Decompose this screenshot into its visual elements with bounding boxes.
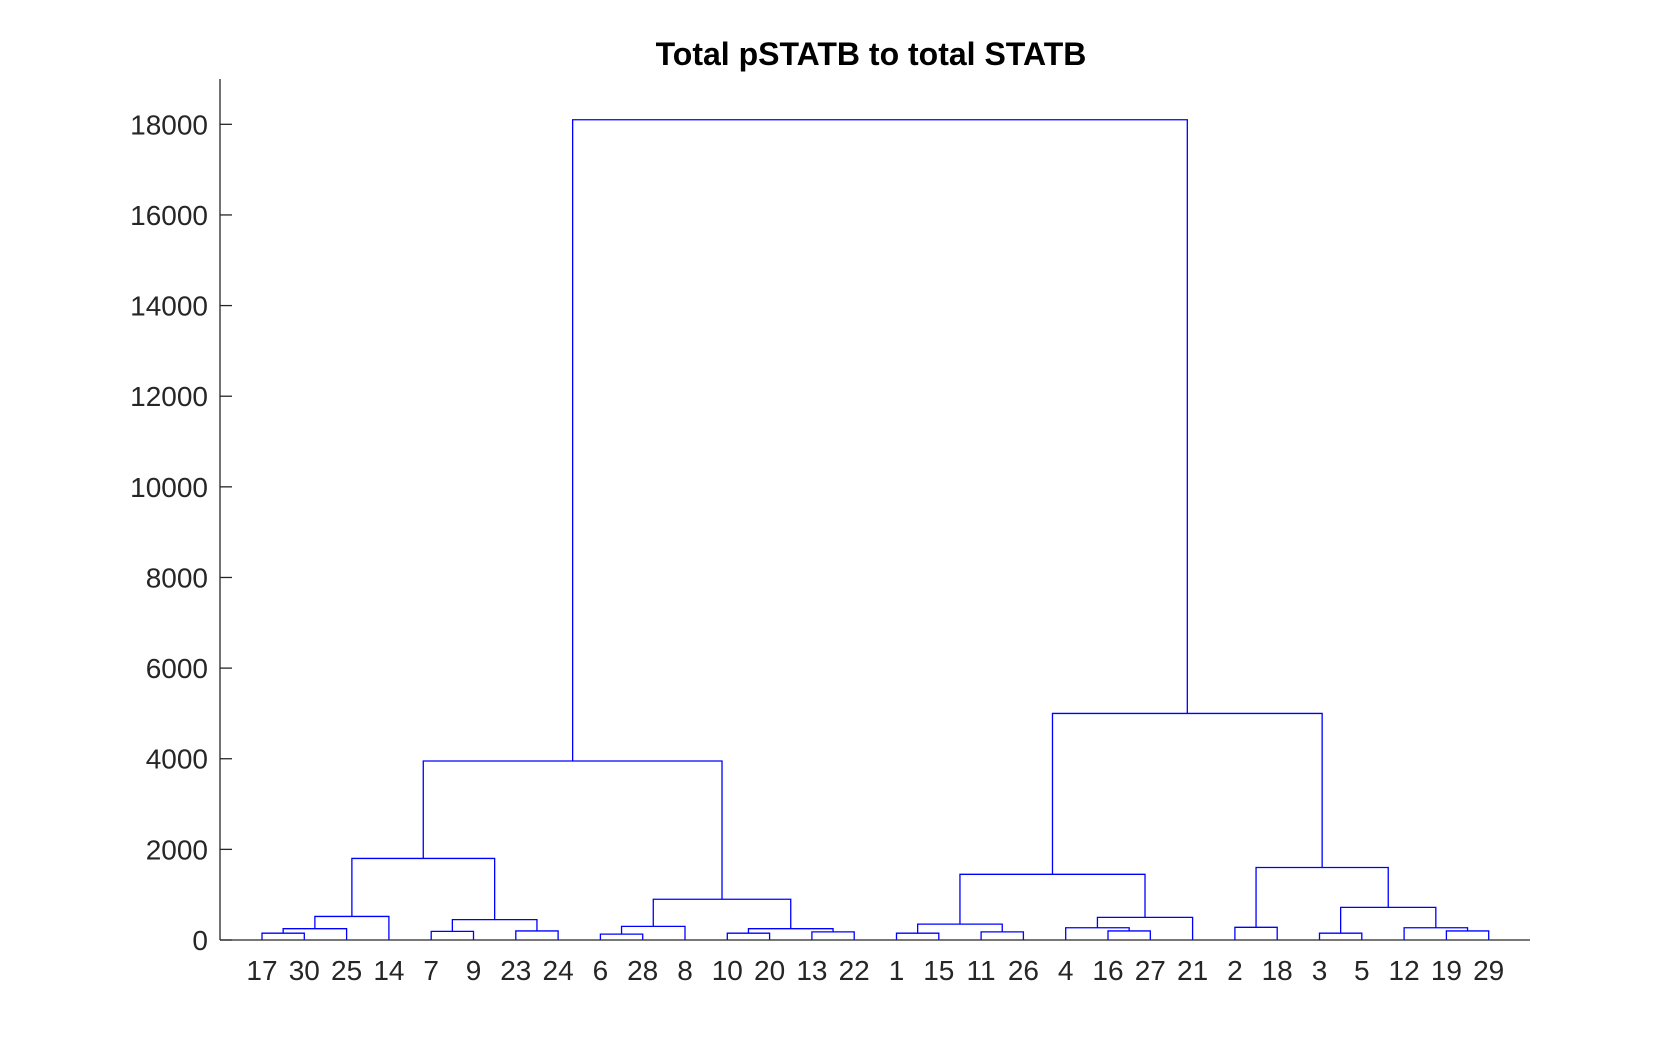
dendrogram-link [1403,927,1469,940]
leaf-label: 17 [246,955,277,986]
y-tick-label: 8000 [146,562,208,593]
leaf-label: 24 [543,955,574,986]
dendrogram-link [282,928,348,940]
leaf-label: 19 [1431,955,1462,986]
leaf-label: 14 [373,955,404,986]
dendrogram-link [811,931,855,940]
leaf-label: 30 [289,955,320,986]
y-tick-label: 0 [192,925,208,956]
leaf-label: 12 [1389,955,1420,986]
leaf-label: 4 [1058,955,1074,986]
leaf-label: 9 [466,955,482,986]
leaf-label: 11 [967,955,996,986]
leaf-label: 10 [712,955,743,986]
y-tick-label: 4000 [146,744,208,775]
dendrogram-link [451,918,538,932]
leaf-label: 16 [1092,955,1123,986]
chart-title: Total pSTATB to total STATB [656,36,1087,72]
leaf-label: 1 [889,955,905,986]
leaf-label: 7 [423,955,439,986]
dendrogram-link [261,932,305,940]
dendrogram-link [1318,932,1363,940]
dendrogram-link [1445,930,1490,940]
leaf-label: 22 [839,955,870,986]
leaf-label: 27 [1135,955,1166,986]
leaf-label: 21 [1177,955,1208,986]
y-tick-label: 16000 [130,200,208,231]
leaf-label: 25 [331,955,362,986]
dendrogram-link [1065,927,1130,940]
dendrogram-link [515,930,559,940]
dendrogram-link [980,931,1025,940]
dendrogram-links [261,119,1490,940]
leaf-label: 28 [627,955,658,986]
leaf-label: 8 [677,955,693,986]
dendrogram-link [422,760,723,900]
leaf-label: 13 [796,955,827,986]
y-tick-label: 2000 [146,834,208,865]
leaf-label: 20 [754,955,785,986]
leaf-label: 18 [1262,955,1293,986]
dendrogram-link [747,928,834,934]
dendrogram-link [895,932,940,940]
leaf-label: 15 [923,955,954,986]
dendrogram-link [959,873,1146,925]
y-tick-label: 10000 [130,472,208,503]
dendrogram-link [430,930,475,940]
leaf-label: 3 [1312,955,1328,986]
y-tick-label: 12000 [130,381,208,412]
axes [219,79,1530,941]
y-axis-ticks: 0 2000 4000 6000 8000 10000 12000 14000 16000 180… [130,109,232,956]
dendrogram-link [351,857,496,920]
dendrogram-link [1096,916,1194,940]
dendrogram-link [1051,712,1323,875]
dendrogram-link [1255,866,1389,928]
dendrogram-link [726,932,771,940]
dendrogram-link [1107,930,1151,940]
dendrogram-link [652,898,792,929]
y-tick-label: 18000 [130,109,208,140]
leaf-label: 23 [500,955,531,986]
leaf-label: 5 [1354,955,1370,986]
leaf-label: 26 [1008,955,1039,986]
y-tick-label: 6000 [146,653,208,684]
y-tick-label: 14000 [130,291,208,322]
leaf-label: 6 [593,955,609,986]
dendrogram-link [314,915,390,940]
x-axis-leaf-labels: 17 30 25 14 7 9 23 24 6 28 8 10 20 13 22 1 15 11 26 4 16 27 21… [246,955,1504,986]
leaf-label: 2 [1227,955,1243,986]
dendrogram-link [1234,926,1278,940]
dendrogram-link [620,925,686,940]
dendrogram-link [1340,906,1437,934]
leaf-label: 29 [1473,955,1504,986]
dendrogram-link [599,933,644,940]
dendrogram-link [571,119,1188,762]
